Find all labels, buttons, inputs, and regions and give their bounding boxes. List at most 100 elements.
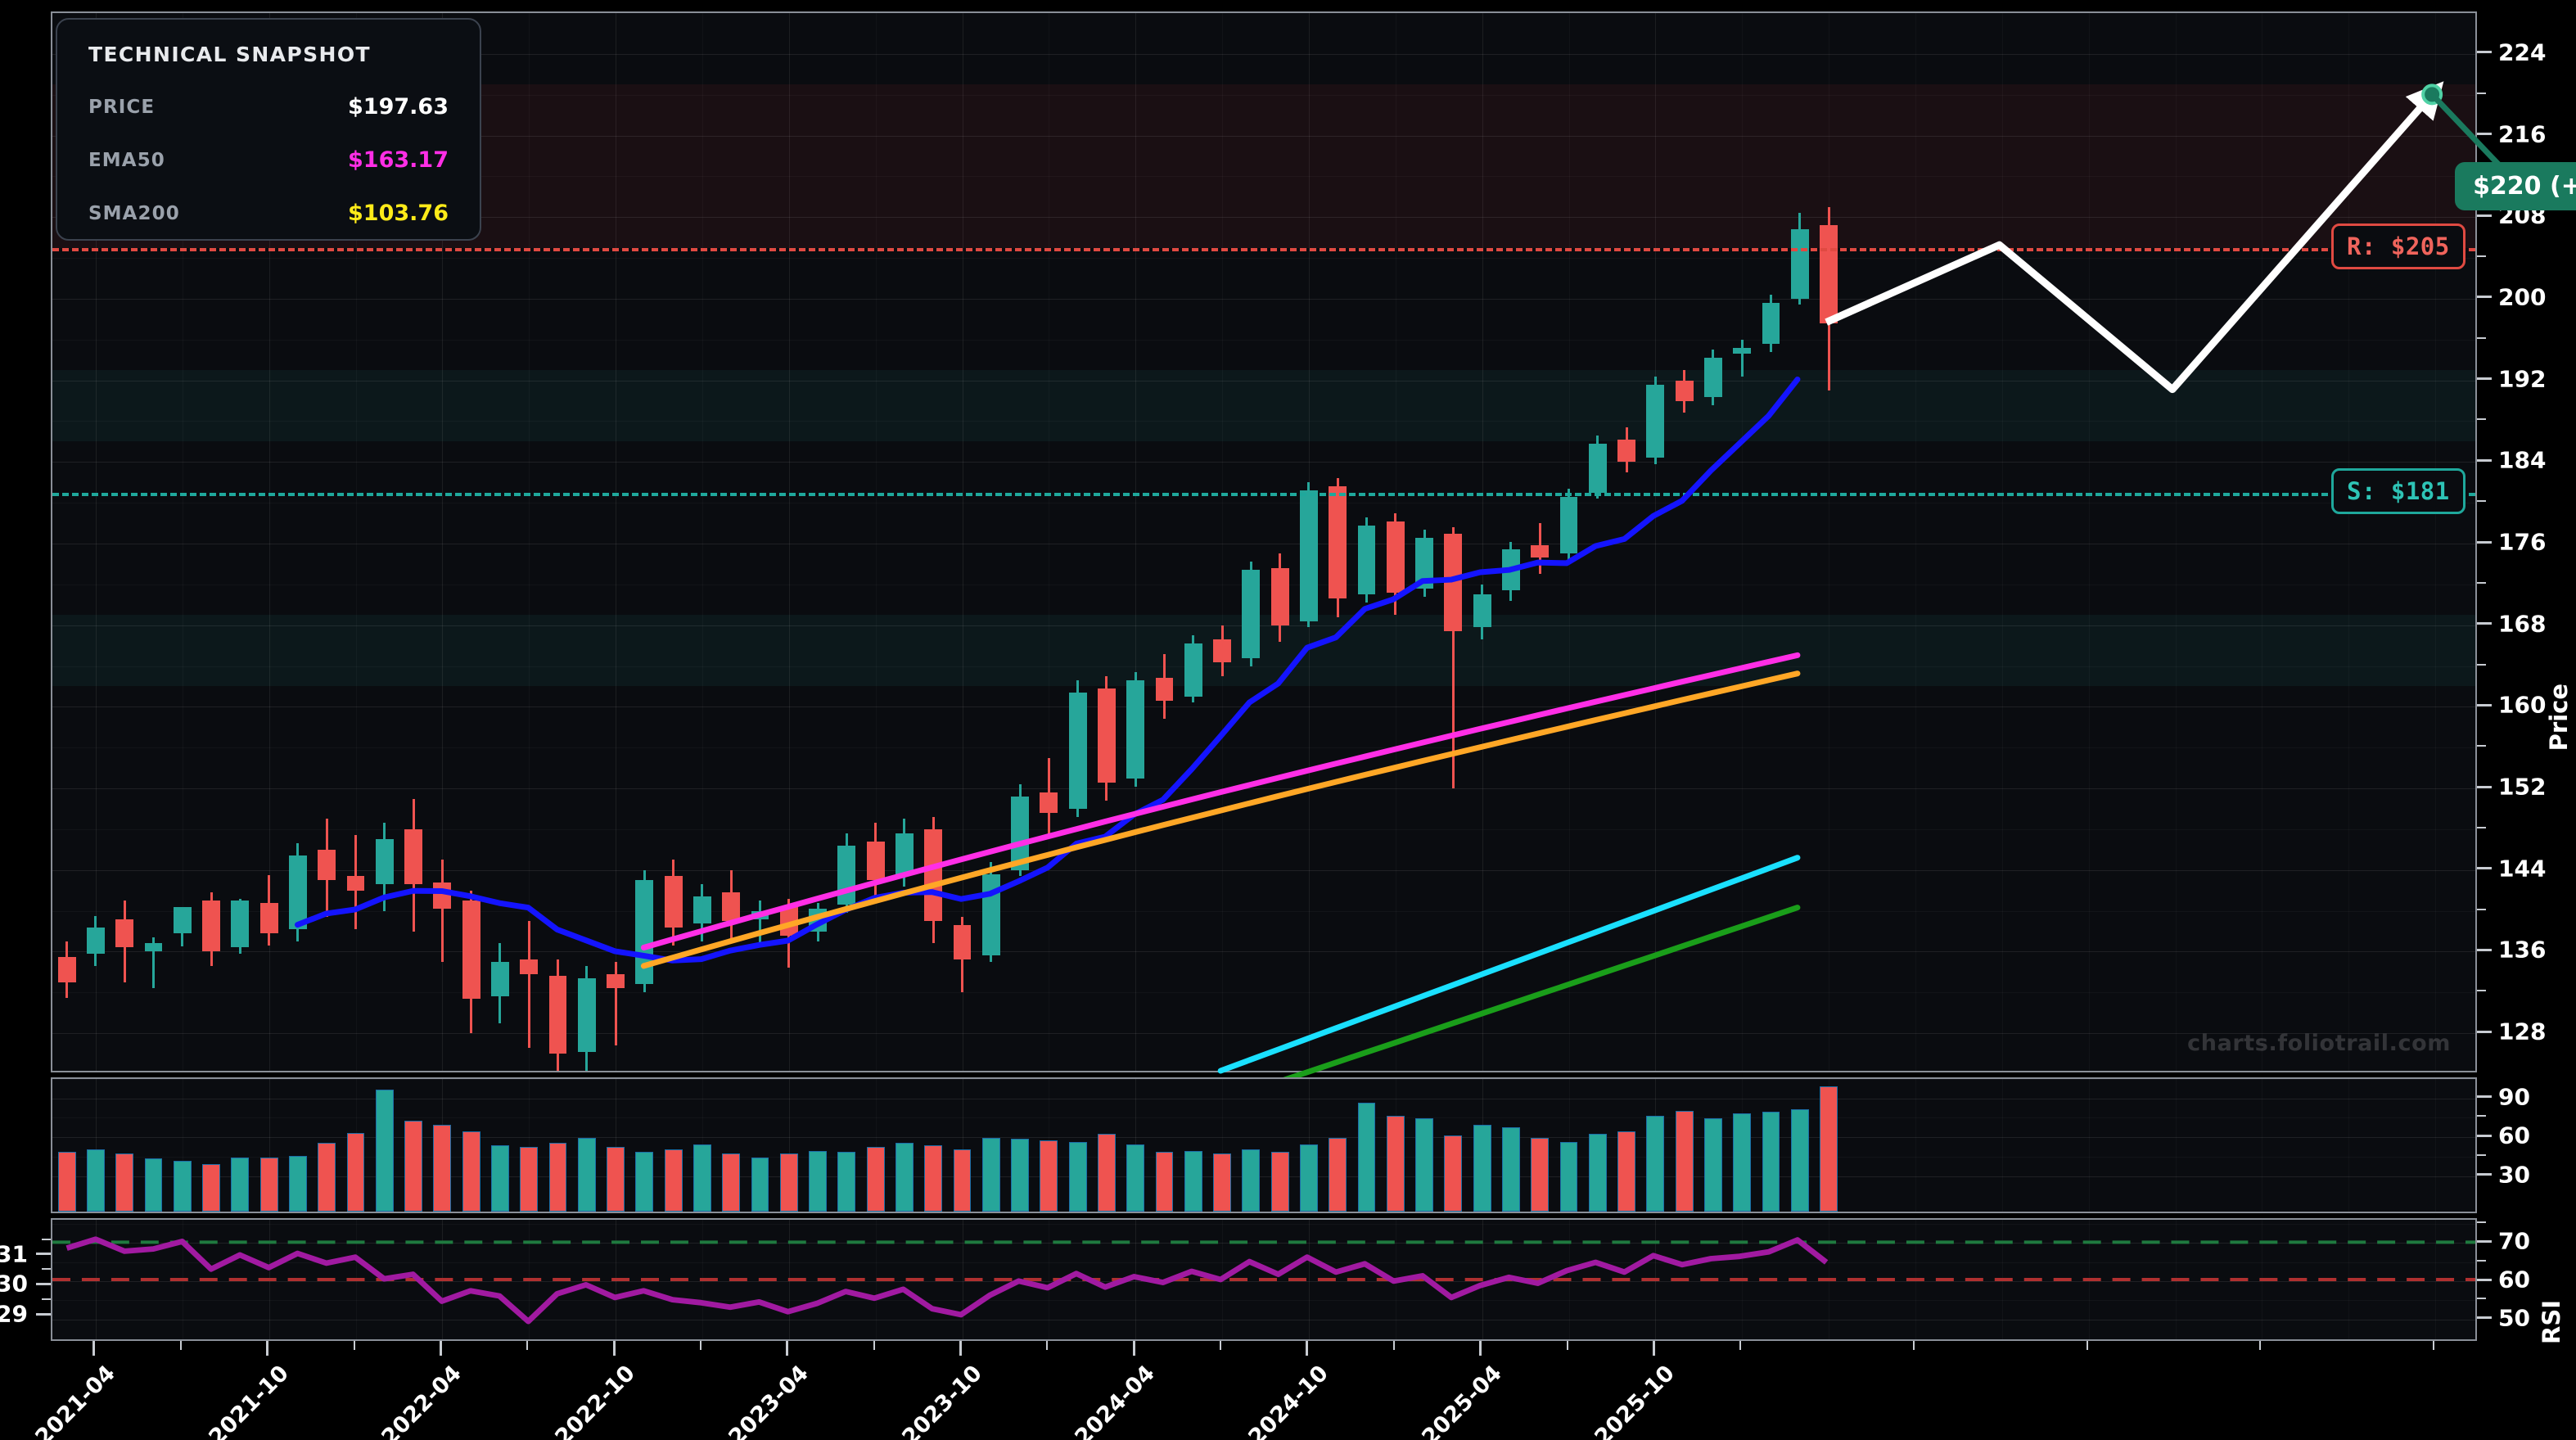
price-vgrid-2025-04 — [1482, 13, 1483, 1071]
price-tick-200 — [2477, 296, 2492, 299]
sma200-line — [1217, 905, 1801, 1104]
candle-body — [1733, 347, 1752, 354]
candle-body — [1617, 439, 1635, 463]
candle-body — [607, 973, 625, 989]
volume-panel — [51, 1077, 2477, 1213]
rsi-tick-minor-60 — [2477, 1259, 2486, 1262]
x-tick-minor-82 — [2433, 1341, 2435, 1350]
volume-bar — [1588, 1134, 1607, 1212]
price-tick-176 — [2477, 540, 2492, 544]
candle-body — [1242, 570, 1261, 658]
res-level-line — [52, 247, 2475, 251]
volume-bar — [548, 1143, 567, 1212]
snapshot-row-ema50: EMA50 $163.17 — [88, 147, 449, 173]
rsi-tick-minor-70 — [2477, 1221, 2486, 1223]
candle-body — [895, 833, 914, 874]
x-tick-minor-76 — [2259, 1341, 2262, 1350]
price-tick-label-176: 176 — [2498, 528, 2547, 556]
candle-body — [346, 876, 365, 891]
candle-wick — [527, 921, 530, 1048]
candle-wick — [759, 901, 761, 948]
candle-body — [1126, 679, 1145, 779]
candle-body — [202, 901, 220, 952]
watermark: charts.foliotrail.com — [2187, 1031, 2451, 1056]
rsi-tick-50 — [2477, 1316, 2492, 1320]
candle-wick — [1740, 339, 1744, 377]
candle-body — [722, 892, 741, 922]
volume-bar — [895, 1143, 914, 1212]
x-tick-minor-22 — [699, 1341, 702, 1350]
volume-bar — [607, 1146, 625, 1212]
x-tick-minor-28 — [873, 1341, 875, 1350]
candle-body — [318, 849, 336, 881]
price-tick-minor-216 — [2477, 92, 2486, 94]
x-tick-2025-04 — [1479, 1341, 1482, 1356]
price-gridline-168 — [52, 625, 2475, 626]
rsi-left-tick-label-30: 30 — [0, 1270, 28, 1298]
price-axis-title: Price — [2545, 683, 2574, 751]
volume-bar — [86, 1149, 105, 1212]
volume-bar — [1155, 1152, 1174, 1212]
candle-body — [1040, 792, 1058, 813]
x-tick-2022-10 — [612, 1341, 616, 1356]
snapshot-row-sma200: SMA200 $103.76 — [88, 201, 449, 226]
x-tick-label-2025-10: 2025-10 — [1590, 1361, 1680, 1440]
candle-body — [144, 943, 163, 952]
volume-bar — [779, 1153, 798, 1212]
resistance-level-badge: R: $205 — [2331, 223, 2465, 269]
volume-bar — [577, 1137, 596, 1212]
x-tick-label-2024-10: 2024-10 — [1243, 1361, 1333, 1440]
x-tick-minor-34 — [1046, 1341, 1049, 1350]
price-tick-label-192: 192 — [2498, 365, 2547, 393]
price-tick-192 — [2477, 377, 2492, 381]
rsi-left-tick-minor-31 — [42, 1238, 51, 1240]
snapshot-value-sma200: $103.76 — [348, 201, 449, 226]
x-tick-label-2023-10: 2023-10 — [896, 1361, 987, 1440]
price-tick-minor-128 — [2477, 990, 2486, 992]
price-tick-216 — [2477, 133, 2492, 136]
volume-vgrid-2021-10 — [268, 1079, 270, 1212]
volume-tick-90 — [2477, 1095, 2492, 1099]
volume-bar — [664, 1149, 683, 1212]
technical-snapshot-card: TECHNICAL SNAPSHOT PRICE $197.63 EMA50 $… — [56, 18, 481, 241]
price-tick-136 — [2477, 948, 2492, 951]
price-tick-label-216: 216 — [2498, 120, 2547, 148]
price-gridline-184 — [52, 462, 2475, 463]
zone-support-1 — [52, 370, 2475, 442]
volume-bar — [924, 1145, 943, 1212]
candle-body — [1068, 692, 1087, 809]
snapshot-label-sma200: SMA200 — [88, 202, 180, 224]
snapshot-value-price: $197.63 — [348, 94, 449, 120]
rsi-tick-70 — [2477, 1239, 2492, 1243]
volume-bar — [115, 1153, 134, 1212]
price-tick-152 — [2477, 785, 2492, 788]
candle-body — [1329, 486, 1347, 599]
price-gridline-160 — [52, 706, 2475, 708]
volume-bar — [1357, 1103, 1376, 1212]
price-tick-minor-152 — [2477, 745, 2486, 747]
volume-tick-label-90: 90 — [2498, 1083, 2530, 1111]
x-tick-2021-04 — [92, 1341, 96, 1356]
x-tick-label-2025-04: 2025-04 — [1417, 1361, 1507, 1440]
candle-body — [462, 901, 480, 999]
candle-body — [1357, 525, 1376, 595]
price-tick-184 — [2477, 458, 2492, 462]
candle-body — [1559, 496, 1578, 554]
rsi-line — [65, 1236, 1829, 1325]
candle-body — [692, 896, 711, 923]
candle-wick — [1451, 527, 1455, 789]
volume-bar — [1126, 1144, 1145, 1212]
volume-bar — [1444, 1135, 1463, 1212]
candle-body — [520, 959, 539, 974]
volume-gridline-minor-60 — [52, 1117, 2475, 1118]
volume-bar — [346, 1132, 365, 1212]
volume-bar — [751, 1157, 769, 1212]
x-tick-minor-4 — [179, 1341, 182, 1350]
sup-level-line — [52, 492, 2475, 496]
zone-support-2 — [52, 615, 2475, 687]
volume-gridline-60 — [52, 1137, 2475, 1139]
volume-bar — [1790, 1109, 1809, 1212]
price-vgrid-2022-04 — [442, 13, 444, 1071]
x-tick-2024-04 — [1132, 1341, 1135, 1356]
